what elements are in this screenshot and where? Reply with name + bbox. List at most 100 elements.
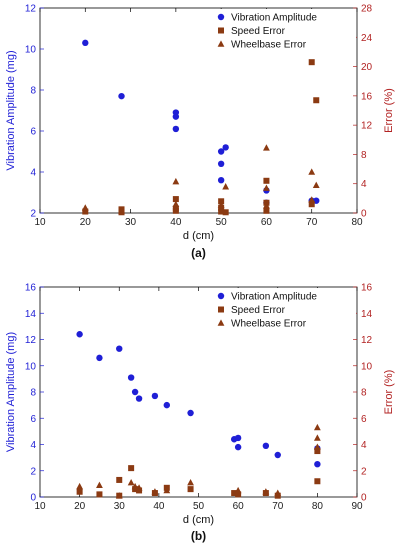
series-speed-error (82, 59, 320, 216)
legend-marker (218, 306, 224, 313)
y-left-tick-label: 2 (30, 209, 36, 220)
y-right-tick-label: 14 (361, 309, 373, 320)
data-point (263, 144, 270, 151)
x-tick-label: 10 (34, 501, 46, 512)
data-point (187, 486, 194, 493)
y-left-tick-label: 8 (30, 388, 36, 399)
y-left-tick-label: 10 (25, 45, 37, 56)
legend-label: Wheelbase Error (231, 40, 307, 51)
data-point (131, 388, 139, 396)
x-tick-label: 90 (351, 501, 363, 512)
y-right-tick-label: 16 (361, 91, 373, 102)
data-point (234, 443, 242, 451)
data-point (163, 486, 171, 494)
legend-box (211, 288, 356, 332)
y-left-tick-label: 12 (25, 335, 37, 346)
y-left-axis-label: Vibration Amplitude (mg) (5, 332, 17, 452)
figure-caption: (b) (191, 529, 206, 543)
y-right-tick-label: 4 (361, 440, 367, 451)
data-point (313, 434, 321, 441)
data-point (151, 488, 159, 495)
y-left-tick-label: 4 (30, 440, 36, 451)
data-point (128, 465, 135, 472)
data-point (96, 354, 103, 362)
x-tick-label: 30 (125, 217, 137, 228)
data-point (222, 144, 229, 151)
data-point (263, 184, 270, 191)
y-right-tick-label: 28 (361, 4, 373, 15)
figure-caption: (a) (191, 246, 206, 260)
data-point (172, 177, 180, 185)
x-axis-label: d (cm) (183, 230, 214, 242)
x-tick-label: 40 (153, 501, 165, 512)
series-speed-error (76, 448, 321, 499)
data-point (222, 183, 230, 190)
x-tick-label: 50 (193, 501, 205, 512)
data-point (231, 490, 238, 497)
y-left-tick-label: 4 (30, 168, 36, 179)
data-point (235, 491, 242, 498)
legend-label: Speed Error (231, 26, 286, 37)
y-right-axis-label: Error (%) (383, 88, 395, 133)
series-wheelbase-error (81, 144, 320, 214)
series-vibration-amplitude (76, 331, 321, 468)
data-point (163, 401, 170, 409)
x-axis-label: d (cm) (183, 514, 214, 526)
data-point (313, 443, 321, 450)
data-point (96, 491, 103, 498)
data-point (81, 204, 89, 211)
data-point (308, 201, 315, 208)
data-point (82, 39, 89, 47)
y-right-tick-label: 2 (361, 466, 367, 477)
series-vibration-amplitude (82, 39, 320, 206)
data-point (263, 202, 270, 209)
y-left-axis-label: Vibration Amplitude (mg) (5, 50, 17, 170)
y-left-tick-label: 16 (25, 283, 37, 294)
data-point (218, 208, 225, 215)
y-right-axis-label: Error (%) (383, 370, 395, 415)
data-point (217, 177, 225, 184)
y-right-tick-label: 20 (361, 62, 373, 73)
y-right-tick-label: 12 (361, 121, 373, 132)
data-point (118, 92, 125, 100)
data-point (234, 434, 242, 442)
legend-label: Vibration Amplitude (231, 292, 317, 303)
legend-label: Vibration Amplitude (231, 13, 317, 24)
plot-frame (39, 7, 358, 214)
data-point (116, 345, 123, 352)
x-tick-label: 10 (34, 217, 46, 228)
chart-panel-b: 10 20 30 40 50 60 70 80 900246810121416024681012… (5, 283, 395, 544)
data-point (172, 113, 180, 120)
data-point (135, 484, 143, 491)
data-point (263, 207, 270, 214)
data-point (314, 448, 321, 455)
y-left-tick-label: 12 (25, 4, 37, 15)
x-tick-label: 60 (261, 217, 273, 228)
data-point (82, 208, 89, 215)
data-point (308, 59, 315, 66)
y-right-tick-label: 0 (361, 209, 367, 220)
data-point (263, 177, 270, 184)
y-right-tick-label: 12 (361, 335, 373, 346)
data-point (172, 207, 179, 214)
y-left-tick-label: 0 (30, 493, 36, 504)
x-tick-label: 80 (312, 501, 324, 512)
x-tick-label: 70 (272, 501, 284, 512)
y-left-tick-label: 14 (25, 309, 37, 320)
data-point (127, 478, 135, 486)
legend-marker (217, 13, 225, 21)
y-right-tick-label: 16 (361, 283, 373, 294)
y-right-tick-label: 4 (361, 179, 367, 190)
data-point (314, 478, 321, 485)
y-left-tick-label: 10 (25, 361, 37, 372)
x-tick-label: 40 (170, 217, 182, 228)
data-point (116, 476, 123, 483)
data-point (187, 409, 194, 417)
x-tick-label: 80 (351, 217, 363, 228)
data-point (274, 489, 282, 496)
data-point (172, 125, 180, 133)
data-point (312, 181, 320, 188)
data-point (96, 481, 103, 488)
y-right-tick-label: 8 (361, 388, 367, 399)
